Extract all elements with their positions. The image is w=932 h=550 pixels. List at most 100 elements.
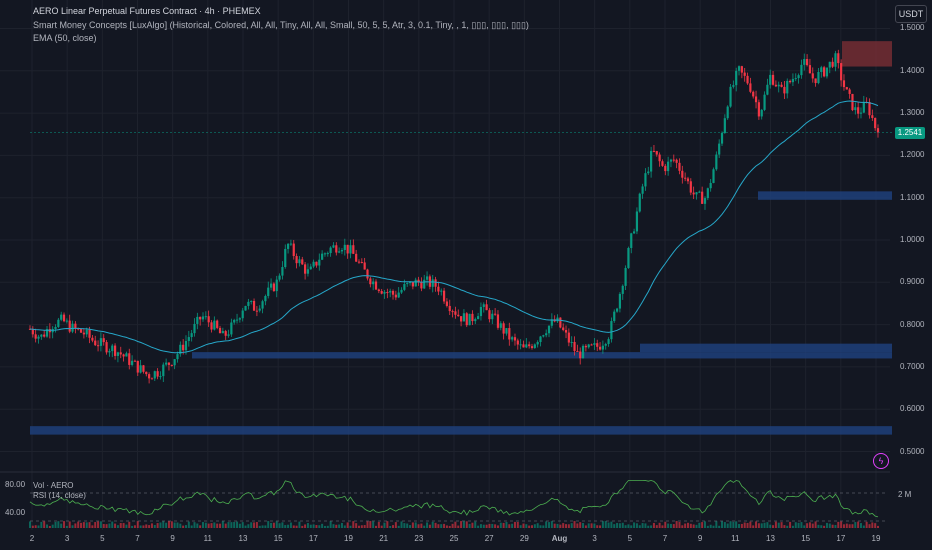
volume-bar [522, 523, 525, 528]
candle-body [142, 365, 145, 372]
volume-bar [193, 522, 196, 528]
volume-bar [230, 522, 233, 528]
candle-body [190, 333, 193, 338]
candle-body [692, 192, 695, 195]
candle-body [542, 335, 545, 337]
candle-body [187, 337, 190, 342]
volume-bar [485, 524, 488, 528]
volume-bar [133, 525, 136, 528]
candle-body [797, 75, 800, 79]
candle-body [763, 94, 766, 110]
order-block-zone [758, 191, 892, 200]
candle-body [800, 64, 803, 76]
volume-bar [97, 521, 100, 528]
candle-body [825, 67, 829, 77]
volume-bar [131, 525, 134, 528]
candle-body [306, 269, 310, 274]
candle-body [318, 259, 321, 266]
candle-body [667, 161, 670, 172]
volume-bar [825, 522, 828, 528]
volume-bar [213, 522, 216, 528]
volume-bar [565, 524, 568, 528]
volume-bar [777, 522, 780, 528]
candle-body [139, 365, 142, 373]
volume-bar [426, 522, 429, 528]
volume-bar [369, 521, 372, 528]
candle-body [698, 191, 701, 193]
candle-body [794, 78, 797, 80]
candle-body [777, 84, 780, 87]
volume-bar [650, 525, 653, 528]
price-tick: 0.7000 [900, 361, 925, 371]
candle-body [746, 75, 749, 84]
candle-body [590, 344, 593, 346]
candle-body [150, 378, 154, 380]
candle-body [295, 255, 298, 264]
volume-bar [604, 521, 607, 528]
volume-bar [542, 525, 545, 528]
volume-bar [43, 521, 46, 528]
candle-body [834, 53, 837, 67]
candle-body [644, 173, 647, 187]
candle-body [684, 177, 687, 179]
candle-body [349, 245, 352, 254]
volume-bar [823, 525, 826, 528]
volume-bar [859, 523, 862, 528]
volume-label[interactable]: Vol · AERO [33, 481, 74, 490]
candle-body [604, 344, 607, 346]
candle-body [661, 161, 664, 166]
volume-bar [142, 525, 145, 528]
volume-bar [392, 525, 395, 528]
candle-body [876, 128, 880, 133]
volume-bar [199, 525, 202, 528]
candle-body [769, 74, 772, 85]
indicator-ema-label[interactable]: EMA (50, close) [33, 33, 97, 43]
candle-body [658, 154, 661, 162]
volume-bar [667, 523, 670, 528]
flash-icon[interactable]: ϟ [873, 453, 889, 469]
candle-body [752, 91, 755, 97]
candle-body [213, 320, 216, 330]
volume-bar [857, 521, 860, 528]
volume-bar [258, 525, 261, 528]
currency-button[interactable]: USDT [895, 5, 927, 23]
candle-body [783, 86, 786, 94]
candle-body [573, 341, 576, 351]
candle-body [842, 80, 846, 88]
candle-body [122, 354, 125, 357]
candle-body [366, 269, 369, 279]
candle-body [525, 344, 528, 348]
rsi-label[interactable]: RSI (14, close) [33, 491, 86, 500]
volume-bar [635, 523, 638, 528]
volume-bar [726, 523, 729, 528]
volume-bar [525, 524, 528, 528]
volume-bar [669, 523, 672, 528]
candle-body [241, 310, 244, 319]
volume-bar [29, 521, 31, 528]
time-tick: 17 [308, 534, 318, 543]
volume-bar [40, 521, 43, 528]
candle-body [848, 89, 851, 94]
candle-body [250, 300, 253, 302]
volume-bar [247, 524, 250, 528]
volume-bar [596, 525, 599, 528]
volume-bar [406, 523, 409, 528]
indicator-smc-label[interactable]: Smart Money Concepts [LuxAlgo] (Historic… [33, 20, 529, 30]
volume-bar [77, 521, 80, 528]
volume-bar [440, 524, 443, 528]
volume-bar [712, 525, 715, 528]
candle-body [221, 331, 224, 334]
volume-bar [34, 525, 37, 528]
volume-bar [244, 525, 247, 528]
candle-body [513, 337, 517, 341]
candle-body [43, 334, 46, 337]
volume-bar [284, 525, 287, 528]
candle-body [584, 345, 587, 348]
candle-body [406, 283, 409, 285]
candle-body [803, 58, 806, 65]
volume-bar [746, 522, 749, 528]
candle-body [397, 292, 400, 298]
volume-bar [253, 522, 256, 528]
volume-bar [170, 521, 173, 528]
